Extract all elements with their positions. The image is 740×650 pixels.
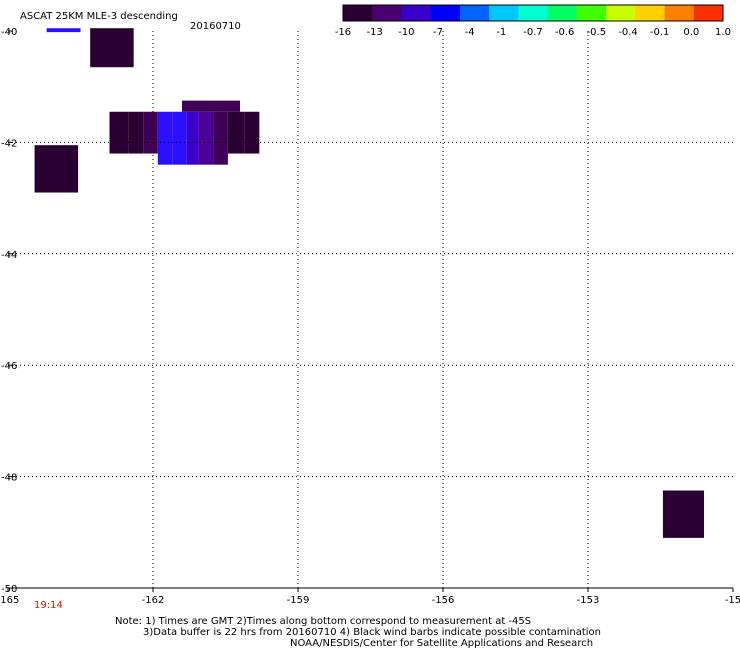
heatmap-cell: [662, 490, 704, 538]
chart-title: ASCAT 25KM MLE-3 descending: [20, 11, 178, 22]
colorbar-segment: [635, 5, 666, 21]
colorbar-segment: [401, 5, 432, 21]
x-tick-label: -15: [725, 595, 740, 606]
y-tick-label: -46: [1, 361, 17, 372]
colorbar: -16 -13 -10 -7 -4 -1 -0.7 -0.6 -0.5 -0.4 -0.1 0.0 1.…: [335, 4, 731, 38]
grid: [8, 31, 733, 589]
y-tick-label: -40: [1, 27, 17, 38]
note-line-2: 3)Data buffer is 22 hrs from 20160710 4)…: [143, 627, 601, 638]
x-tick-label: -162: [142, 595, 165, 606]
note-line-1: Note: 1) Times are GMT 2)Times along bot…: [115, 616, 532, 627]
colorbar-segment: [576, 5, 607, 21]
heatmap-cell: [244, 111, 260, 154]
colorbar-label: -10: [398, 27, 414, 38]
chart-date: 20160710: [190, 21, 241, 32]
x-tick-label: -159: [287, 595, 310, 606]
heatmap-cell: [172, 111, 187, 165]
heatmap-cell: [186, 111, 199, 165]
colorbar-label: -13: [366, 27, 382, 38]
colorbar-label: 0.0: [683, 27, 699, 38]
colorbar-label: -0.4: [618, 27, 638, 38]
colorbar-label: -4: [465, 27, 475, 38]
colorbar-segment: [372, 5, 402, 21]
colorbar-segment: [430, 5, 461, 21]
colorbar-label: -0.5: [587, 27, 607, 38]
heatmap-cell: [182, 100, 240, 112]
x-tick-label: -153: [577, 595, 600, 606]
heatmap-cell: [90, 28, 134, 68]
colorbar-segment: [693, 5, 724, 21]
x-tick-label: -156: [432, 595, 455, 606]
y-tick-label: -48: [1, 473, 17, 484]
y-tick-label: -44: [1, 250, 17, 261]
colorbar-segment: [343, 5, 373, 21]
heatmap-cell: [157, 111, 173, 165]
colorbar-segment: [606, 5, 636, 21]
heatmap-cell: [227, 111, 245, 154]
colorbar-label: -0.7: [523, 27, 543, 38]
x-tick-label: -165: [0, 595, 19, 606]
colorbar-label: -1: [496, 27, 506, 38]
colorbar-segment: [489, 5, 519, 21]
heatmap-cell: [128, 111, 144, 154]
heatmap-cells: [34, 28, 704, 538]
colorbar-label: 1.0: [715, 27, 731, 38]
y-tick-label: -50: [1, 584, 17, 595]
heatmap-cell: [213, 111, 228, 165]
colorbar-segment: [547, 5, 578, 21]
heatmap-cell: [34, 145, 79, 193]
colorbar-label: -16: [335, 27, 351, 38]
colorbar-segment: [459, 5, 490, 21]
y-tick-label: -42: [1, 138, 17, 149]
colorbar-label: -0.6: [555, 27, 575, 38]
note-line-3: NOAA/NESDIS/Center for Satellite Applica…: [290, 638, 594, 649]
colorbar-frame: [342, 4, 724, 22]
heatmap-cell: [46, 28, 81, 33]
colorbar-segment: [518, 5, 549, 21]
axis-ticks: -165 -162 -159 -156 -153 -15 -40 -42 -44 -46 -48 -5…: [0, 27, 740, 606]
heatmap-cell: [143, 111, 158, 154]
colorbar-label: -0.1: [650, 27, 670, 38]
time-label: 19:14: [34, 600, 63, 611]
colorbar-segment: [664, 5, 695, 21]
heatmap-cell: [198, 111, 214, 165]
heatmap-cell: [109, 111, 129, 154]
colorbar-label: -7: [433, 27, 443, 38]
